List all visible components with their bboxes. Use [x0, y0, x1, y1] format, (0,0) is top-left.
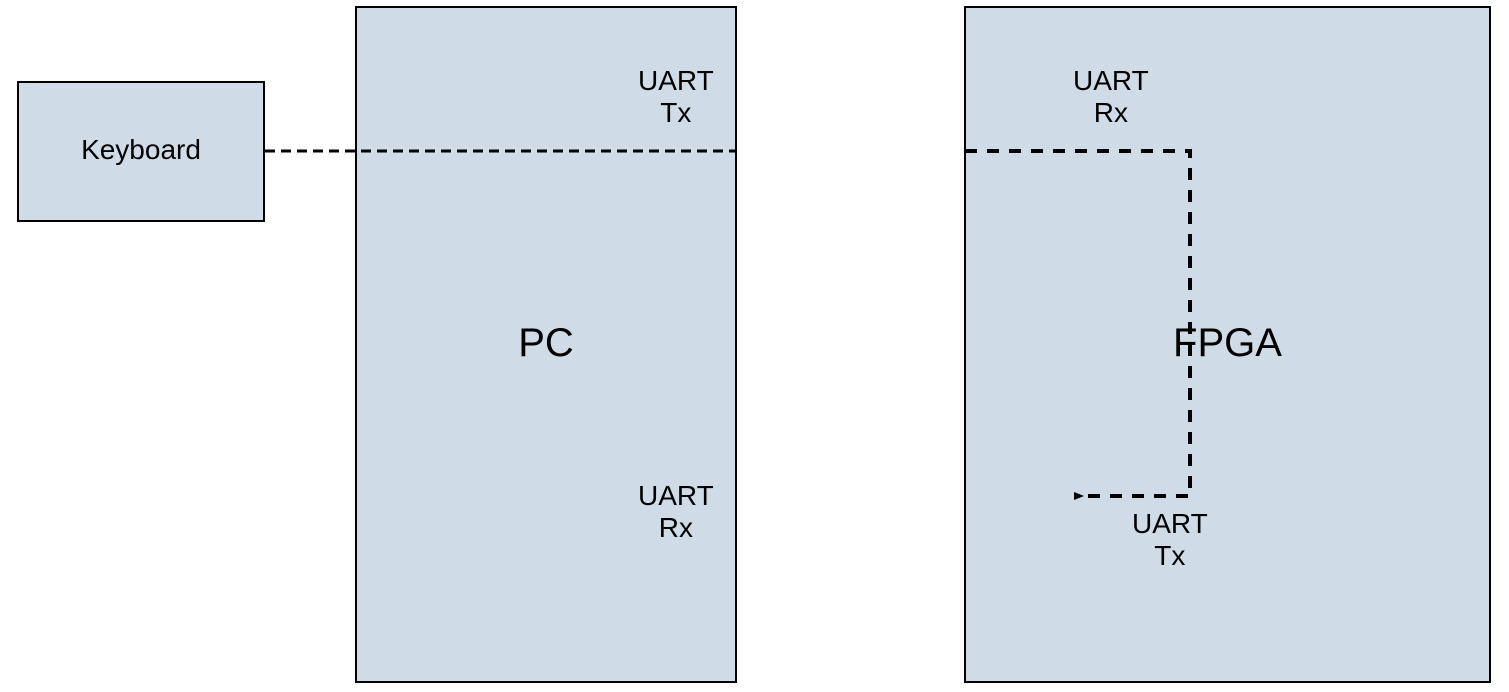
pc-uart-tx-label: UART Tx	[638, 65, 714, 129]
fpga-uart-rx-label: UART Rx	[1073, 65, 1149, 129]
keyboard-label: Keyboard	[17, 134, 265, 166]
fpga-label: FPGA	[964, 321, 1491, 366]
pc-uart-rx-label: UART Rx	[638, 480, 714, 544]
fpga-uart-tx-label: UART Tx	[1132, 508, 1208, 572]
pc-label: PC	[355, 321, 737, 366]
